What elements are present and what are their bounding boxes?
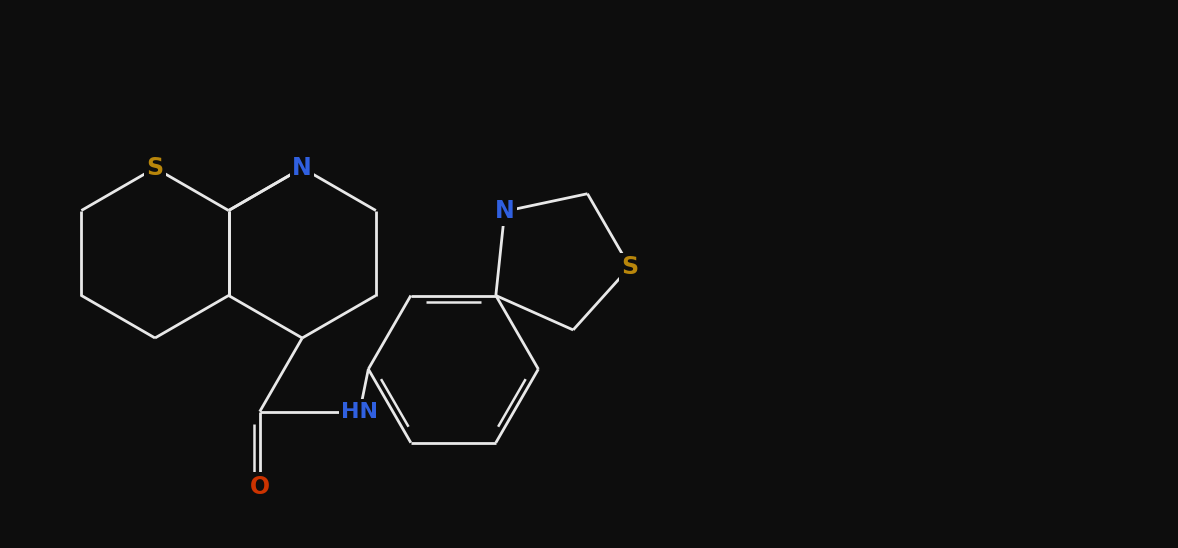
- Text: N: N: [292, 156, 312, 180]
- Text: S: S: [621, 255, 638, 279]
- Text: S: S: [146, 156, 164, 180]
- Text: HN: HN: [342, 402, 378, 421]
- Text: N: N: [495, 199, 515, 224]
- Text: O: O: [250, 475, 270, 499]
